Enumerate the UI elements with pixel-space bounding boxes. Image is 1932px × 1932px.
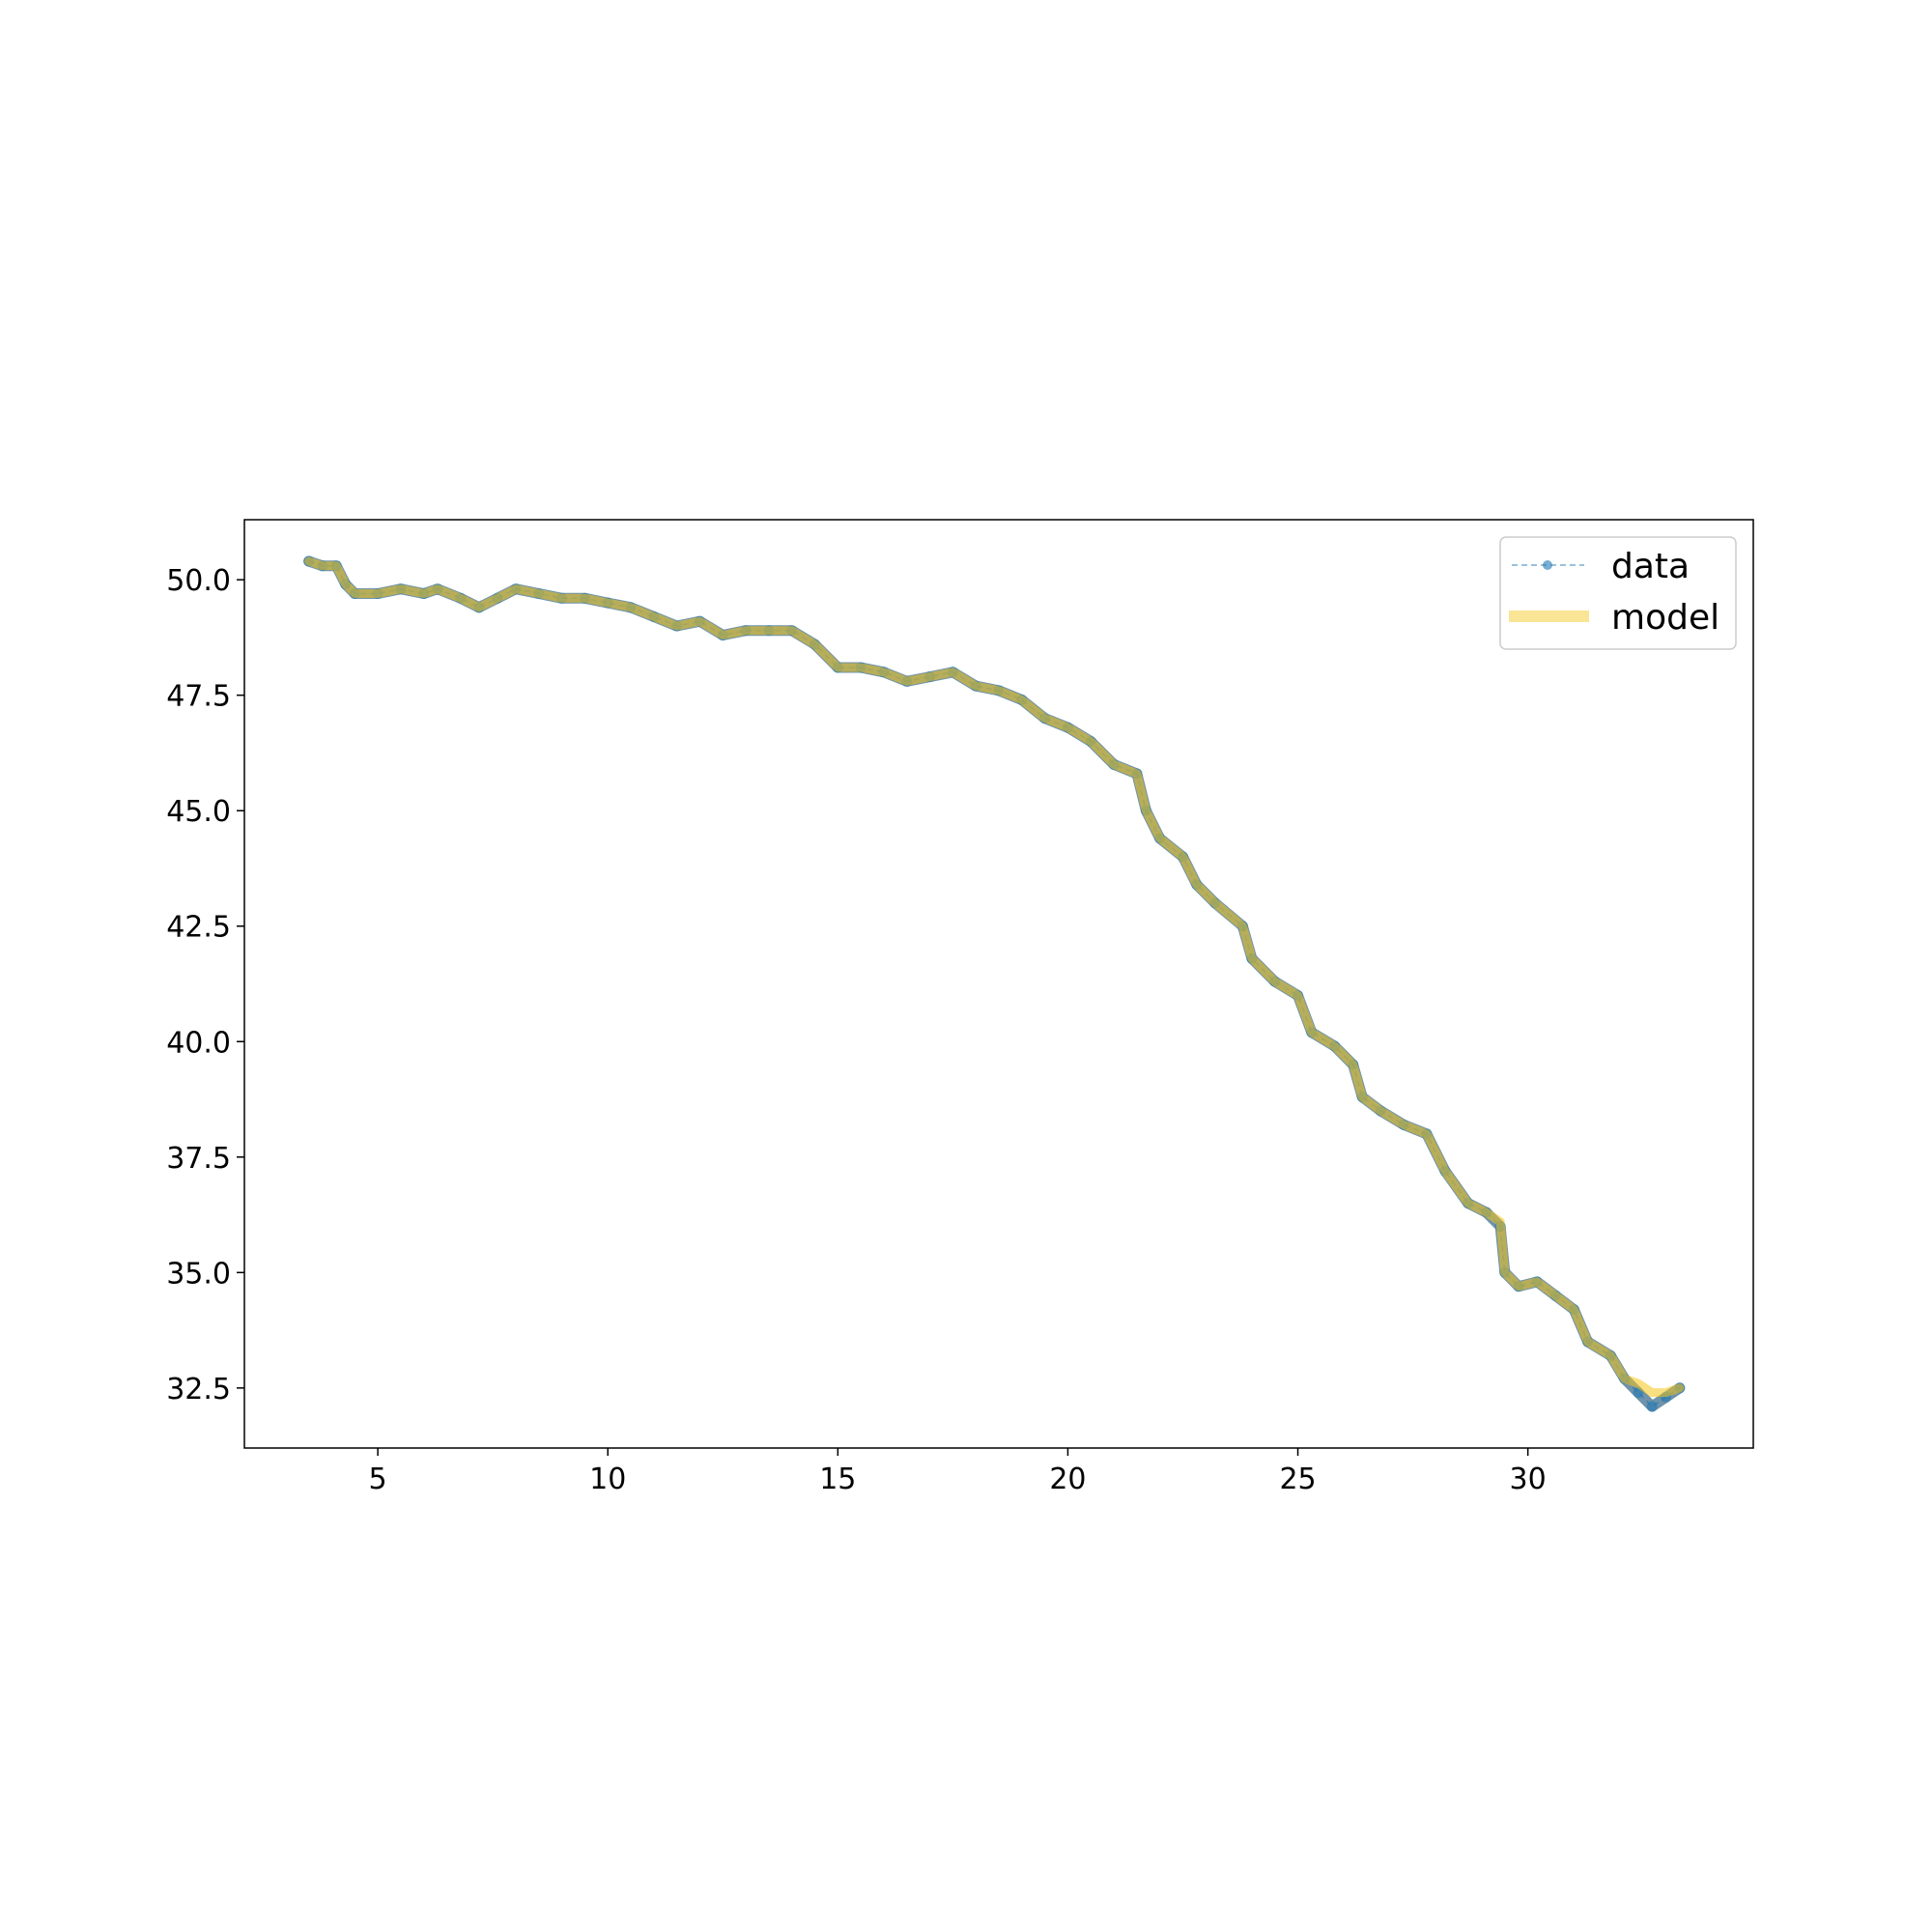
y-tick-label: 47.5	[166, 680, 231, 714]
x-tick-label: 10	[589, 1463, 626, 1496]
y-axis: 32.5 35.0 37.5 40.0 42.5 45.0 47.5 50.0	[166, 564, 244, 1406]
x-tick-label: 5	[369, 1463, 387, 1496]
series-layer	[303, 555, 1686, 1412]
y-tick-label: 35.0	[166, 1257, 231, 1291]
y-tick-label: 40.0	[166, 1026, 231, 1060]
x-axis: 5 10 15 20 25 30	[369, 1448, 1547, 1496]
y-tick-label: 37.5	[166, 1142, 231, 1176]
x-tick-label: 15	[819, 1463, 856, 1496]
y-tick-label: 32.5	[166, 1373, 231, 1406]
x-tick-label: 20	[1049, 1463, 1086, 1496]
y-tick-label: 50.0	[166, 564, 231, 598]
plot-area	[243, 519, 1754, 1449]
legend-data-label: data	[1611, 547, 1690, 586]
model-series-line	[304, 556, 1685, 1398]
legend-data-marker	[1543, 560, 1552, 570]
legend-model-label: model	[1611, 598, 1719, 638]
legend: data model	[1499, 536, 1737, 650]
data-point	[1646, 1401, 1658, 1412]
y-tick-label: 42.5	[166, 911, 231, 945]
y-tick-label: 45.0	[166, 795, 231, 829]
legend-box	[1499, 536, 1737, 650]
x-tick-label: 25	[1279, 1463, 1316, 1496]
x-tick-label: 30	[1510, 1463, 1547, 1496]
